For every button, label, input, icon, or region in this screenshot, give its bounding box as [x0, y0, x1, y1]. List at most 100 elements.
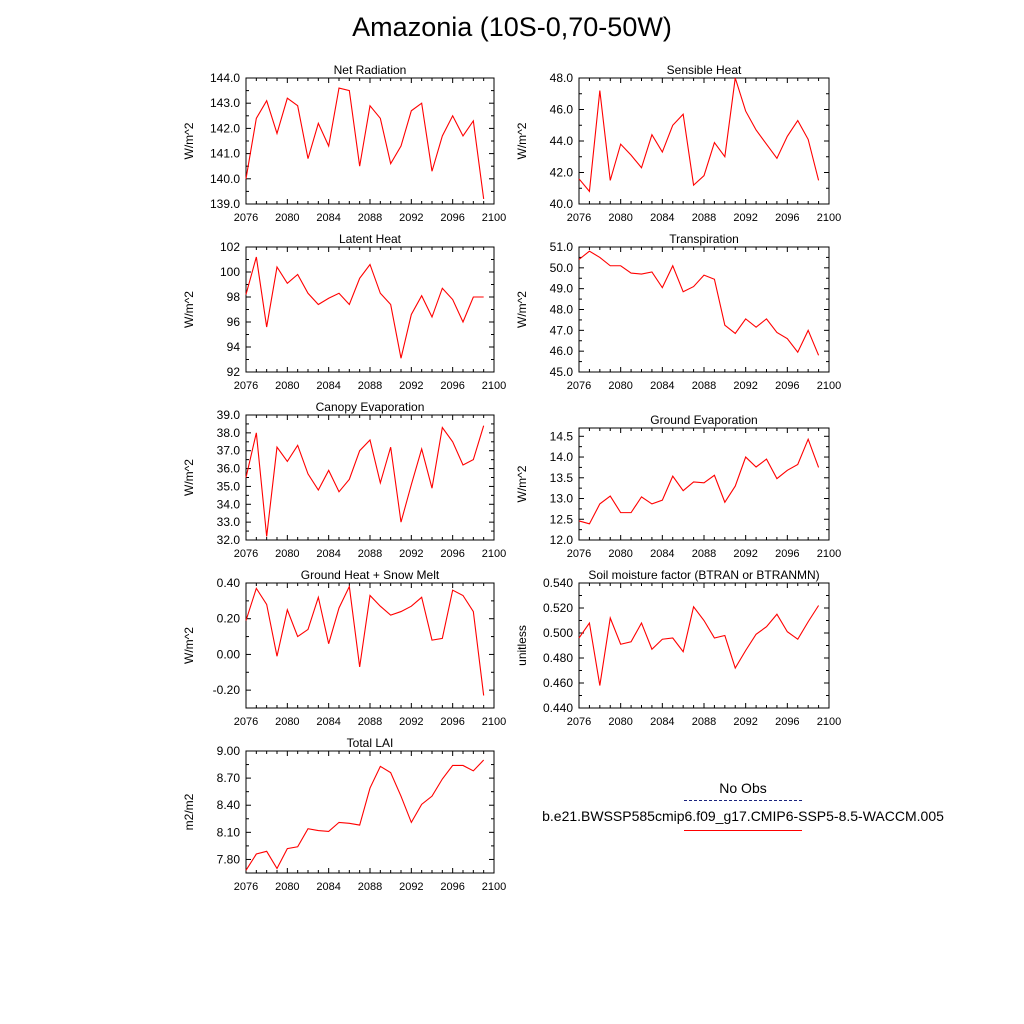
- data-point: [442, 778, 443, 779]
- x-tick-label: 2084: [650, 716, 674, 728]
- y-tick-label: 46.0: [550, 344, 574, 358]
- series-line: [245, 759, 485, 871]
- x-tick-label: 2096: [440, 548, 464, 560]
- x-tick-label: 2100: [482, 548, 506, 560]
- x-tick-label: 2084: [316, 380, 340, 392]
- y-axis-label: W/m^2: [515, 465, 529, 502]
- x-tick-label: 2088: [692, 548, 716, 560]
- x-tick-label: 2080: [608, 716, 632, 728]
- y-tick-label: 143.0: [210, 96, 240, 110]
- data-point: [380, 766, 381, 767]
- x-tick-label: 2100: [482, 212, 506, 224]
- x-tick-label: 2076: [234, 548, 258, 560]
- x-tick-label: 2088: [692, 212, 716, 224]
- y-tick-label: 14.0: [550, 450, 574, 464]
- x-tick-label: 2096: [440, 881, 464, 893]
- panel-title: Canopy Evaporation: [316, 400, 425, 414]
- legend-obs-line: [684, 800, 802, 801]
- y-tick-label: 49.0: [550, 282, 574, 296]
- y-tick-label: 13.0: [550, 492, 574, 506]
- x-tick-label: 2084: [316, 212, 340, 224]
- y-tick-label: 140.0: [210, 172, 240, 186]
- x-tick-label: 2100: [817, 380, 841, 392]
- data-point: [421, 804, 422, 805]
- y-tick-label: 40.0: [550, 197, 574, 211]
- x-tick-label: 2084: [650, 380, 674, 392]
- y-tick-label: 142.0: [210, 121, 240, 135]
- y-tick-label: 96: [227, 315, 241, 329]
- data-point: [338, 822, 339, 823]
- panel-title: Soil moisture factor (BTRAN or BTRANMN): [588, 568, 819, 582]
- y-tick-label: 144.0: [210, 71, 240, 85]
- x-tick-label: 2080: [275, 716, 299, 728]
- data-point: [328, 831, 329, 832]
- x-tick-label: 2088: [358, 716, 382, 728]
- series-line: [245, 256, 484, 359]
- y-tick-label: 141.0: [210, 147, 240, 161]
- y-tick-label: 0.460: [543, 676, 573, 690]
- y-tick-label: 32.0: [217, 533, 241, 547]
- y-tick-label: 0.500: [543, 626, 573, 640]
- y-tick-label: 12.5: [550, 512, 574, 526]
- y-tick-label: 35.0: [217, 479, 241, 493]
- panel-title: Sensible Heat: [667, 63, 742, 77]
- x-tick-label: 2092: [733, 212, 757, 224]
- x-tick-label: 2080: [608, 380, 632, 392]
- x-tick-label: 2088: [358, 881, 382, 893]
- x-tick-label: 2076: [234, 716, 258, 728]
- series-line: [245, 584, 485, 696]
- y-tick-label: 51.0: [550, 240, 574, 254]
- data-point: [411, 822, 412, 823]
- y-tick-label: 0.540: [543, 576, 573, 590]
- y-tick-label: 94: [227, 340, 241, 354]
- x-tick-label: 2100: [482, 716, 506, 728]
- data-point: [462, 765, 463, 766]
- y-tick-label: 45.0: [550, 365, 574, 379]
- y-tick-label: 0.520: [543, 601, 573, 615]
- y-tick-label: 39.0: [217, 408, 241, 422]
- x-tick-label: 2100: [482, 881, 506, 893]
- data-point: [483, 759, 484, 760]
- x-tick-label: 2080: [608, 548, 632, 560]
- x-tick-label: 2084: [650, 548, 674, 560]
- x-tick-label: 2088: [358, 548, 382, 560]
- data-point: [369, 787, 370, 788]
- legend-case-line: [684, 830, 802, 831]
- x-tick-label: 2092: [733, 548, 757, 560]
- x-tick-label: 2096: [775, 716, 799, 728]
- x-tick-label: 2088: [358, 212, 382, 224]
- x-tick-label: 2100: [817, 716, 841, 728]
- x-tick-label: 2080: [275, 548, 299, 560]
- data-point: [349, 823, 350, 824]
- data-point: [390, 772, 391, 773]
- y-tick-label: 12.0: [550, 533, 574, 547]
- y-axis-label: W/m^2: [182, 122, 196, 159]
- x-tick-label: 2100: [817, 548, 841, 560]
- x-tick-label: 2092: [733, 380, 757, 392]
- data-point: [431, 796, 432, 797]
- data-point: [318, 830, 319, 831]
- y-tick-label: 46.0: [550, 103, 574, 117]
- data-point: [276, 868, 277, 869]
- x-tick-label: 2096: [775, 212, 799, 224]
- x-tick-label: 2080: [275, 380, 299, 392]
- y-tick-label: 13.5: [550, 471, 574, 485]
- x-tick-label: 2076: [234, 881, 258, 893]
- y-axis-label: W/m^2: [182, 459, 196, 496]
- x-tick-label: 2092: [399, 548, 423, 560]
- series-line: [578, 437, 820, 525]
- y-axis-label: W/m^2: [515, 291, 529, 328]
- data-point: [266, 851, 267, 852]
- x-tick-label: 2076: [567, 716, 591, 728]
- series-line: [578, 77, 820, 193]
- legend: No Obs b.e21.BWSSP585cmip6.f09_g17.CMIP6…: [520, 778, 980, 848]
- x-tick-label: 2084: [650, 212, 674, 224]
- x-tick-label: 2096: [775, 380, 799, 392]
- x-tick-label: 2076: [234, 380, 258, 392]
- page-title: Amazonia (10S-0,70-50W): [352, 12, 672, 42]
- plot-frame: [245, 750, 495, 874]
